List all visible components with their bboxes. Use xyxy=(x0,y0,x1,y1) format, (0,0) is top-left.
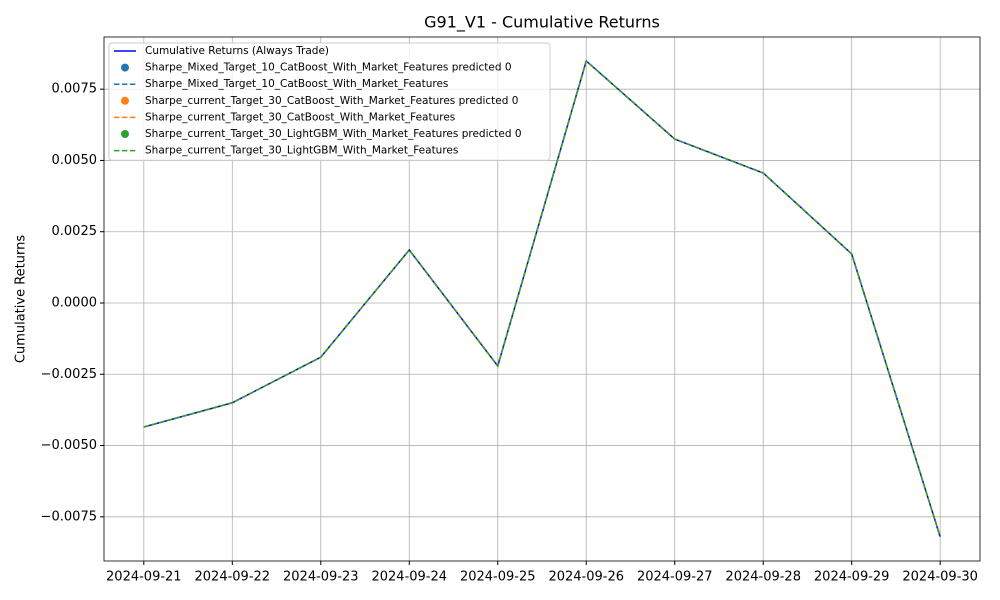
legend-marker xyxy=(121,130,129,138)
x-tick-label: 2024-09-24 xyxy=(371,570,447,585)
x-tick-label: 2024-09-30 xyxy=(902,570,978,585)
series-line xyxy=(143,59,941,537)
legend-label: Sharpe_current_Target_30_LightGBM_With_M… xyxy=(145,128,522,140)
x-tick-label: 2024-09-25 xyxy=(460,570,536,585)
legend-marker xyxy=(121,96,129,105)
legend: Cumulative Returns (Always Trade) Sharpe_… xyxy=(108,42,551,161)
legend-label: Sharpe_Mixed_Target_10_CatBoost_With_Mar… xyxy=(145,78,448,90)
x-tick-label: 2024-09-26 xyxy=(548,570,624,585)
y-tick-label: 0.0050 xyxy=(52,153,98,168)
x-tick-label: 2024-09-22 xyxy=(195,570,271,585)
y-axis-label: Cumulative Returns xyxy=(14,235,29,363)
legend-label: Sharpe_current_Target_30_CatBoost_With_M… xyxy=(145,111,455,123)
legend-box xyxy=(108,42,551,161)
x-tick-label: 2024-09-29 xyxy=(814,570,890,585)
chart-title: G91_V1 - Cumulative Returns xyxy=(424,13,660,33)
legend-marker xyxy=(121,63,129,72)
plot-frame xyxy=(103,36,981,562)
legend-label: Sharpe_Mixed_Target_10_CatBoost_With_Mar… xyxy=(145,62,512,74)
y-tick-label: 0.0025 xyxy=(52,224,98,239)
x-tick-label: 2024-09-28 xyxy=(725,570,801,585)
y-tick-label: −0.0025 xyxy=(41,367,97,382)
y-tick-label: 0.0075 xyxy=(52,82,98,97)
x-tick-label: 2024-09-27 xyxy=(637,570,713,585)
y-tick-label: −0.0075 xyxy=(41,509,97,524)
legend-label: Sharpe_current_Target_30_LightGBM_With_M… xyxy=(145,145,458,157)
legend-label: Cumulative Returns (Always Trade) xyxy=(145,45,329,57)
x-tick-label: 2024-09-21 xyxy=(106,570,182,585)
legend-label: Sharpe_current_Target_30_CatBoost_With_M… xyxy=(145,95,518,107)
y-tick-label: −0.0050 xyxy=(41,438,97,453)
y-tick-label: 0.0000 xyxy=(52,295,98,310)
x-tick-label: 2024-09-23 xyxy=(283,570,359,585)
